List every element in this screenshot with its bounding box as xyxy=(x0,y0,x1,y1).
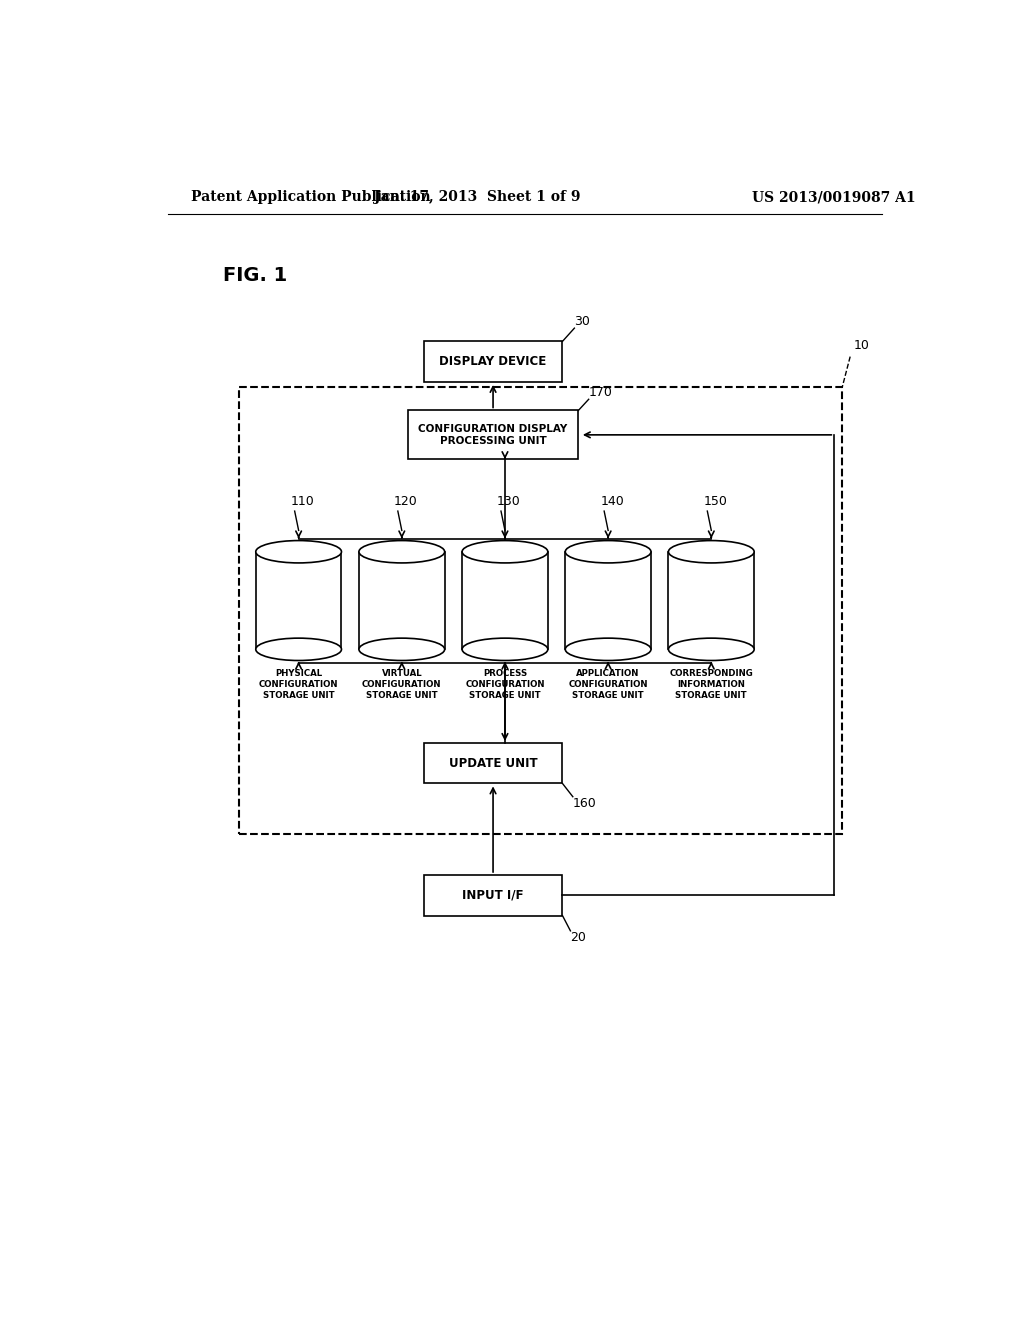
Text: CONFIGURATION DISPLAY
PROCESSING UNIT: CONFIGURATION DISPLAY PROCESSING UNIT xyxy=(419,424,567,446)
Ellipse shape xyxy=(462,541,548,562)
Bar xyxy=(424,342,562,381)
Bar xyxy=(359,552,444,649)
Text: 120: 120 xyxy=(394,495,418,508)
Ellipse shape xyxy=(565,541,651,562)
Text: 140: 140 xyxy=(600,495,624,508)
Text: PROCESS
CONFIGURATION
STORAGE UNIT: PROCESS CONFIGURATION STORAGE UNIT xyxy=(465,669,545,700)
Ellipse shape xyxy=(256,541,341,562)
Text: UPDATE UNIT: UPDATE UNIT xyxy=(449,756,538,770)
Bar xyxy=(256,552,341,649)
Ellipse shape xyxy=(462,638,548,660)
Text: DISPLAY DEVICE: DISPLAY DEVICE xyxy=(439,355,547,368)
Text: Patent Application Publication: Patent Application Publication xyxy=(191,190,431,205)
Text: 110: 110 xyxy=(291,495,314,508)
Text: 10: 10 xyxy=(854,338,870,351)
Bar xyxy=(408,411,579,459)
Bar xyxy=(424,743,562,784)
Ellipse shape xyxy=(669,638,754,660)
Ellipse shape xyxy=(359,541,444,562)
Text: APPLICATION
CONFIGURATION
STORAGE UNIT: APPLICATION CONFIGURATION STORAGE UNIT xyxy=(568,669,648,700)
Bar xyxy=(240,387,843,834)
Text: CORRESPONDING
INFORMATION
STORAGE UNIT: CORRESPONDING INFORMATION STORAGE UNIT xyxy=(670,669,754,700)
Text: FIG. 1: FIG. 1 xyxy=(223,265,288,285)
Text: US 2013/0019087 A1: US 2013/0019087 A1 xyxy=(753,190,916,205)
Text: Jan. 17, 2013  Sheet 1 of 9: Jan. 17, 2013 Sheet 1 of 9 xyxy=(374,190,581,205)
Ellipse shape xyxy=(256,638,341,660)
Text: INPUT I/F: INPUT I/F xyxy=(462,888,524,902)
Text: 20: 20 xyxy=(570,931,587,944)
Bar xyxy=(248,540,762,661)
Text: VIRTUAL
CONFIGURATION
STORAGE UNIT: VIRTUAL CONFIGURATION STORAGE UNIT xyxy=(362,669,441,700)
Text: 160: 160 xyxy=(572,797,597,809)
Bar xyxy=(424,875,562,916)
Text: 150: 150 xyxy=(703,495,727,508)
Text: 170: 170 xyxy=(589,387,612,399)
Ellipse shape xyxy=(565,638,651,660)
Bar xyxy=(462,552,548,649)
Bar xyxy=(565,552,651,649)
Ellipse shape xyxy=(359,638,444,660)
Text: 130: 130 xyxy=(497,495,521,508)
Bar xyxy=(669,552,754,649)
Ellipse shape xyxy=(669,541,754,562)
Text: 30: 30 xyxy=(574,315,590,329)
Text: PHYSICAL
CONFIGURATION
STORAGE UNIT: PHYSICAL CONFIGURATION STORAGE UNIT xyxy=(259,669,338,700)
